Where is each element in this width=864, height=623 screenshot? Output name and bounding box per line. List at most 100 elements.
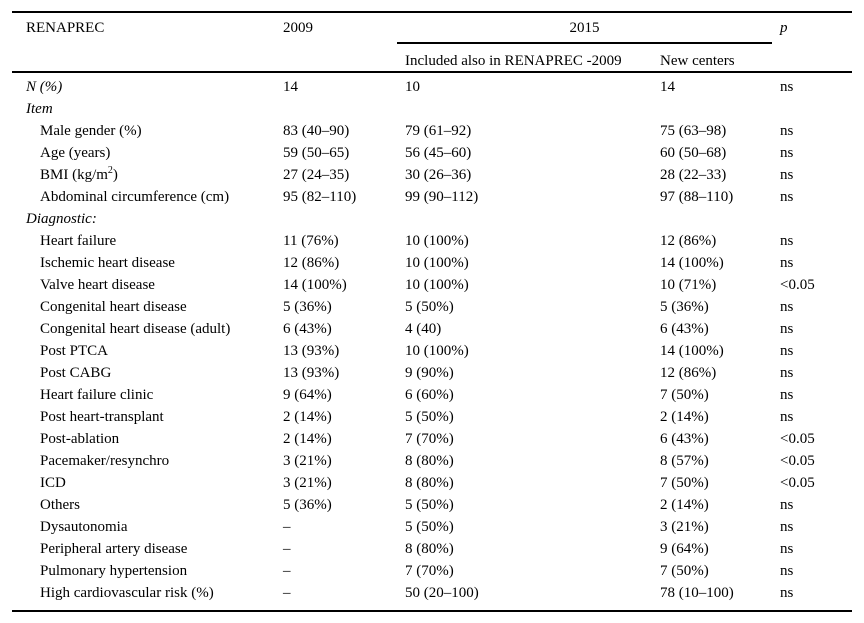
cell-p-value: ns xyxy=(780,233,794,249)
cell-p-value: ns xyxy=(780,365,794,381)
cell-2015-new: 78 (10–100) xyxy=(660,585,734,601)
cell-2009: 27 (24–35) xyxy=(283,167,350,183)
table-row: Dysautonomia – 5 (50%) 3 (21%) ns xyxy=(0,516,864,538)
cell-2015-included: 10 (100%) xyxy=(405,255,469,271)
table-row: Item xyxy=(0,98,864,120)
cell-p-value: <0.05 xyxy=(780,431,815,447)
cell-2009: 14 xyxy=(283,79,298,95)
cell-p-value: ns xyxy=(780,299,794,315)
subheader-included-2009: Included also in RENAPREC -2009 xyxy=(405,53,622,69)
cell-2015-new: 97 (88–110) xyxy=(660,189,734,205)
cell-2009: 14 (100%) xyxy=(283,277,347,293)
cell-2015-included: 10 xyxy=(405,79,420,95)
cell-2015-included: 5 (50%) xyxy=(405,409,454,425)
cell-2009: 3 (21%) xyxy=(283,453,332,469)
row-label: ICD xyxy=(40,475,66,491)
cell-2009: 5 (36%) xyxy=(283,299,332,315)
table-row: Others 5 (36%) 5 (50%) 2 (14%) ns xyxy=(0,494,864,516)
cell-p-value: ns xyxy=(780,189,794,205)
header-2015-underline-rule xyxy=(397,42,772,44)
cell-2015-included: 4 (40) xyxy=(405,321,442,337)
cell-p-value: ns xyxy=(780,387,794,403)
header-2015: 2015 xyxy=(569,20,600,36)
row-label: Male gender (%) xyxy=(40,123,142,139)
table-header-row: RENAPREC 2009 2015 p xyxy=(0,17,864,39)
cell-2015-new: 6 (43%) xyxy=(660,431,709,447)
table-row: Post PTCA 13 (93%) 10 (100%) 14 (100%) ns xyxy=(0,340,864,362)
cell-2015-new: 3 (21%) xyxy=(660,519,709,535)
cell-2009: – xyxy=(283,585,291,601)
header-p: p xyxy=(780,20,788,36)
row-label: Valve heart disease xyxy=(40,277,155,293)
table-row: Congenital heart disease (adult) 6 (43%) 4… xyxy=(0,318,864,340)
row-label: Post-ablation xyxy=(40,431,120,447)
cell-p-value: ns xyxy=(780,343,794,359)
cell-p-value: <0.05 xyxy=(780,277,815,293)
cell-2015-new: 8 (57%) xyxy=(660,453,709,469)
row-label: Post heart-transplant xyxy=(40,409,164,425)
table-subheader-row: Included also in RENAPREC -2009 New cent… xyxy=(0,50,864,72)
cell-2015-new: 6 (43%) xyxy=(660,321,709,337)
table-row: Congenital heart disease 5 (36%) 5 (50%) 5 … xyxy=(0,296,864,318)
cell-2015-included: 50 (20–100) xyxy=(405,585,479,601)
cell-p-value: <0.05 xyxy=(780,475,815,491)
row-label: Item xyxy=(26,101,53,117)
row-label: Heart failure xyxy=(40,233,117,249)
cell-2015-included: 99 (90–112) xyxy=(405,189,479,205)
cell-2015-included: 56 (45–60) xyxy=(405,145,472,161)
cell-p-value: ns xyxy=(780,497,794,513)
row-label: N (%) xyxy=(26,79,63,95)
table-row: ICD 3 (21%) 8 (80%) 7 (50%) <0.05 xyxy=(0,472,864,494)
cell-2015-included: 5 (50%) xyxy=(405,519,454,535)
cell-2015-new: 5 (36%) xyxy=(660,299,709,315)
cell-2009: 5 (36%) xyxy=(283,497,332,513)
cell-2009: 59 (50–65) xyxy=(283,145,350,161)
table-row: Heart failure 11 (76%) 10 (100%) 12 (86%) ns xyxy=(0,230,864,252)
cell-2015-new: 7 (50%) xyxy=(660,475,709,491)
cell-2015-new: 14 (100%) xyxy=(660,255,724,271)
row-label: Congenital heart disease (adult) xyxy=(40,321,231,337)
cell-2015-included: 30 (26–36) xyxy=(405,167,472,183)
header-2009: 2009 xyxy=(283,20,313,36)
cell-2015-included: 79 (61–92) xyxy=(405,123,472,139)
table-row: High cardiovascular risk (%) – 50 (20–100)… xyxy=(0,582,864,604)
table-body: N (%) 14 10 14 ns Item Male gender (%) 83 (40–9… xyxy=(0,76,864,604)
table-row: Heart failure clinic 9 (64%) 6 (60%) 7 (50%… xyxy=(0,384,864,406)
table-top-rule xyxy=(12,11,852,13)
row-label: Diagnostic: xyxy=(26,211,97,227)
cell-p-value: ns xyxy=(780,145,794,161)
table-row: Post CABG 13 (93%) 9 (90%) 12 (86%) ns xyxy=(0,362,864,384)
cell-p-value: ns xyxy=(780,321,794,337)
cell-2015-new: 7 (50%) xyxy=(660,387,709,403)
cell-2009: 11 (76%) xyxy=(283,233,339,249)
row-label: Pulmonary hypertension xyxy=(40,563,188,579)
row-label: Dysautonomia xyxy=(40,519,128,535)
row-label: Ischemic heart disease xyxy=(40,255,175,271)
cell-p-value: ns xyxy=(780,255,794,271)
cell-2015-new: 60 (50–68) xyxy=(660,145,727,161)
table-mid-rule xyxy=(12,71,852,73)
cell-2015-new: 7 (50%) xyxy=(660,563,709,579)
cell-p-value: ns xyxy=(780,79,794,95)
cell-2009: – xyxy=(283,541,291,557)
cell-2009: – xyxy=(283,563,291,579)
cell-2009: 12 (86%) xyxy=(283,255,340,271)
cell-2015-included: 8 (80%) xyxy=(405,453,454,469)
cell-2015-included: 5 (50%) xyxy=(405,497,454,513)
cell-2015-included: 8 (80%) xyxy=(405,541,454,557)
cell-2015-new: 75 (63–98) xyxy=(660,123,727,139)
row-label: Abdominal circumference (cm) xyxy=(40,189,230,205)
cell-2009: 2 (14%) xyxy=(283,409,332,425)
cell-2015-included: 7 (70%) xyxy=(405,431,454,447)
row-label: Others xyxy=(40,497,80,513)
row-label: Post CABG xyxy=(40,365,112,381)
cell-2009: 3 (21%) xyxy=(283,475,332,491)
cell-2015-included: 6 (60%) xyxy=(405,387,454,403)
cell-2009: 2 (14%) xyxy=(283,431,332,447)
table-row: BMI (kg/m2) 27 (24–35) 30 (26–36) 28 (22–33… xyxy=(0,164,864,186)
cell-p-value: ns xyxy=(780,409,794,425)
cell-2015-included: 10 (100%) xyxy=(405,233,469,249)
table-row: Peripheral artery disease – 8 (80%) 9 (64%)… xyxy=(0,538,864,560)
table-row: Diagnostic: xyxy=(0,208,864,230)
